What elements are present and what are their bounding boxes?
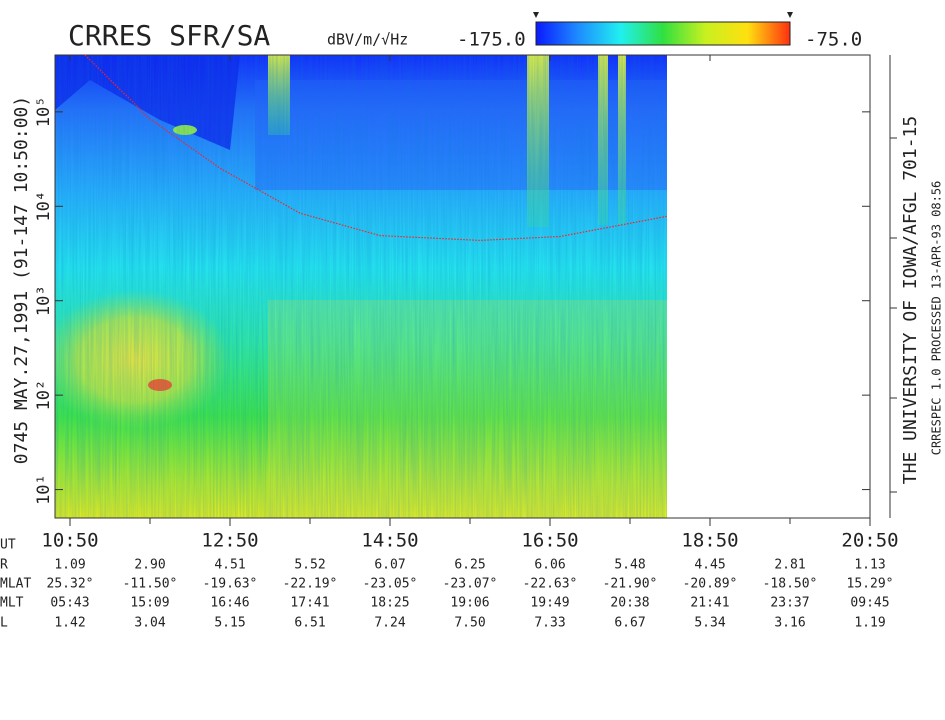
ephemeris-value: 4.51: [214, 558, 245, 573]
ephemeris-label: L: [0, 616, 8, 631]
ephemeris-value: 15.29°: [847, 577, 894, 592]
ephemeris-value: 25.32°: [47, 577, 94, 592]
right-scale-ticks: [890, 137, 897, 493]
ephemeris-value: 1.19: [854, 616, 885, 631]
ephemeris-value: 6.67: [614, 616, 645, 631]
ephemeris-value: 23:37: [770, 596, 809, 611]
ephemeris-value: 5.15: [214, 616, 245, 631]
right-label: THE UNIVERSITY OF IOWA/AFGL 701-15: [900, 116, 921, 484]
ephemeris-value: 5.52: [294, 558, 325, 573]
x-tick-label: 18:50: [681, 530, 738, 552]
x-axis-label: UT: [0, 538, 16, 553]
ephemeris-value: 1.42: [54, 616, 85, 631]
ephemeris-value: 6.51: [294, 616, 325, 631]
ephemeris-label: MLT: [0, 596, 24, 611]
ephemeris-value: 16:46: [210, 596, 249, 611]
x-tick-label: 20:50: [841, 530, 898, 552]
ephemeris-value: -22.19°: [283, 577, 338, 592]
ephemeris-label: R: [0, 558, 8, 573]
ephemeris-value: 15:09: [130, 596, 169, 611]
ephemeris-value: 19:06: [450, 596, 489, 611]
ephemeris-value: 3.16: [774, 616, 805, 631]
ephemeris-value: -19.63°: [203, 577, 258, 592]
colorbar: [535, 21, 791, 46]
ephemeris-value: 19:49: [530, 596, 569, 611]
ephemeris-value: 17:41: [290, 596, 329, 611]
x-tick-label: 10:50: [41, 530, 98, 552]
y-tick-label: 10²: [34, 380, 54, 411]
ephemeris-value: -22.63°: [523, 577, 578, 592]
ephemeris-value: 1.13: [854, 558, 885, 573]
ephemeris-value: 1.09: [54, 558, 85, 573]
ephemeris-value: 7.33: [534, 616, 565, 631]
ephemeris-value: 6.06: [534, 558, 565, 573]
ephemeris-value: 5.48: [614, 558, 645, 573]
ephemeris-value: 5.34: [694, 616, 725, 631]
x-tick-label: 12:50: [201, 530, 258, 552]
ephemeris-value: -23.07°: [443, 577, 498, 592]
ephemeris-value: 6.25: [454, 558, 485, 573]
ephemeris-value: 4.45: [694, 558, 725, 573]
ephemeris-value: 05:43: [50, 596, 89, 611]
ephemeris-value: 7.24: [374, 616, 405, 631]
ephemeris-label: MLAT: [0, 577, 31, 592]
ephemeris-value: 09:45: [850, 596, 889, 611]
ephemeris-value: 18:25: [370, 596, 409, 611]
x-tick-label: 16:50: [521, 530, 578, 552]
y-tick-label: 10⁵: [34, 96, 54, 127]
y-tick-label: 10⁴: [34, 191, 54, 222]
colorbar-max: -75.0: [805, 29, 862, 51]
ephemeris-value: 6.07: [374, 558, 405, 573]
ephemeris-value: 7.50: [454, 616, 485, 631]
colorbar-tick: [787, 12, 793, 18]
colorbar-min: -175.0: [457, 29, 526, 51]
colorbar-label: dBV/m/√Hz: [327, 31, 408, 49]
cyclotron-line: [84, 54, 668, 242]
y-tick-label: 10³: [34, 285, 54, 316]
plot-frame: [54, 54, 871, 519]
ephemeris-value: 21:41: [690, 596, 729, 611]
ephemeris-value: 2.81: [774, 558, 805, 573]
left-label: 0745 MAY.27,1991 (91-147 10:50:00): [11, 96, 32, 464]
colorbar-tick: [533, 12, 539, 18]
ephemeris-value: 3.04: [134, 616, 165, 631]
ephemeris-value: -20.89°: [683, 577, 738, 592]
right-label: CRRESPEC 1.0 PROCESSED 13-APR-93 08:56: [930, 181, 944, 456]
chart-title: CRRES SFR/SA: [68, 19, 270, 52]
ephemeris-value: 2.90: [134, 558, 165, 573]
ephemeris-value: -18.50°: [763, 577, 818, 592]
ephemeris-value: 20:38: [610, 596, 649, 611]
spectrogram: [55, 55, 667, 518]
ephemeris-value: -11.50°: [123, 577, 178, 592]
ephemeris-value: -23.05°: [363, 577, 418, 592]
ephemeris-value: -21.90°: [603, 577, 658, 592]
y-tick-label: 10¹: [34, 474, 54, 505]
x-tick-label: 14:50: [361, 530, 418, 552]
